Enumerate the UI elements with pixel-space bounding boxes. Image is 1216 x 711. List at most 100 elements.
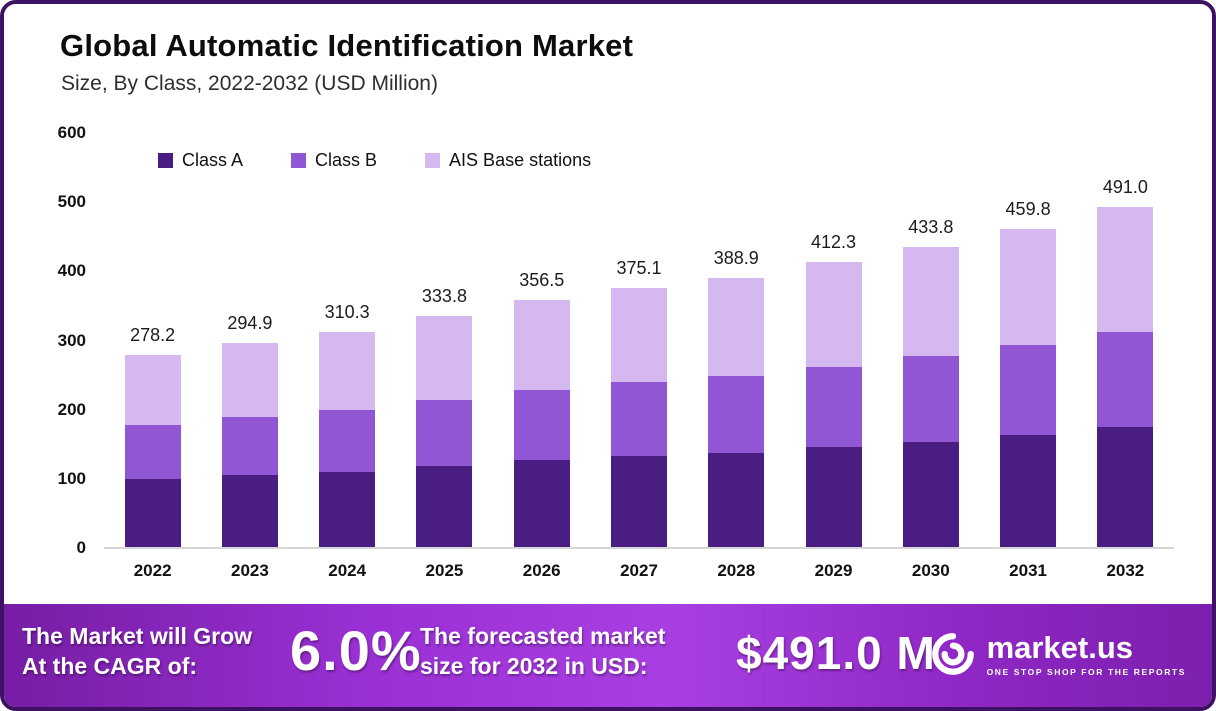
cagr-value: 6.0% [290, 619, 422, 682]
bar-stack [805, 261, 862, 547]
x-tick-label: 2022 [133, 561, 172, 580]
bar-segment-class-b [610, 382, 667, 456]
bar-total-label: 491.0 [1102, 177, 1148, 198]
legend-label: Class B [315, 150, 378, 170]
bar-segment-class-b [805, 366, 862, 447]
brand-logo: market.us ONE STOP SHOP FOR THE REPORTS [929, 630, 1186, 678]
bar-segment-class-b [416, 400, 473, 467]
bar-segment-class-a [319, 471, 376, 547]
legend-swatch [425, 153, 441, 168]
bar-segment-class-a [902, 441, 959, 547]
bar-segment-class-a [1000, 434, 1057, 547]
bar-column-2028: 388.9 [688, 134, 785, 547]
y-axis: 0 100 200 300 400 500 600 [38, 123, 86, 557]
y-tick-label: 600 [57, 123, 86, 142]
y-tick-label: 400 [57, 261, 86, 281]
cagr-label-line2: At the CAGR of: [22, 652, 198, 679]
legend-item-class-a: Class A [158, 150, 243, 171]
bar-segment-class-b [902, 356, 959, 442]
forecast-label-line1: The forecasted market [420, 623, 666, 649]
legend-swatch [291, 153, 307, 168]
bar-total-label: 412.3 [811, 231, 857, 252]
bar-total-label: 294.9 [227, 313, 273, 334]
bar-segment-ais-base-stations [1000, 229, 1057, 346]
bar-column-2027: 375.1 [590, 134, 687, 547]
bar-segment-class-b [1000, 345, 1057, 435]
bar-segment-ais-base-stations [124, 354, 181, 425]
legend-swatch [158, 153, 173, 168]
x-tick-label: 2031 [1009, 561, 1047, 580]
bar-segment-class-b [708, 376, 765, 453]
y-tick-label: 500 [57, 192, 86, 212]
bar-stack [319, 332, 376, 547]
x-tick-label: 2029 [814, 561, 853, 580]
bar-stack [124, 354, 181, 547]
bar-total-label: 388.9 [713, 248, 759, 269]
bar-column-2026: 356.5 [493, 134, 590, 547]
bar-segment-class-b [221, 416, 278, 476]
chart-card: Global Automatic Identification Market S… [4, 4, 1212, 604]
forecast-label: The forecasted market size for 2032 in U… [420, 622, 665, 682]
bar-column-2030: 433.8 [882, 134, 979, 547]
x-tick-label: 2030 [911, 561, 950, 580]
bar-segment-class-b [319, 410, 376, 472]
bar-segment-class-a [610, 455, 667, 547]
x-axis-labels: 2022 2023 2024 2025 2026 2027 2028 2029 2030 2031… [104, 561, 1174, 581]
bar-total-label: 310.3 [324, 302, 370, 323]
chart-subtitle: Size, By Class, 2022-2032 (USD Million) [61, 72, 438, 95]
bar-segment-ais-base-stations [319, 332, 376, 411]
page-title: Global Automatic Identification Market [60, 28, 634, 63]
legend-item-class-b: Class B [291, 150, 377, 171]
bar-column-2031: 459.8 [979, 134, 1076, 547]
footer-banner: The Market will Grow At the CAGR of: 6.0… [4, 604, 1212, 707]
bar-segment-class-b [124, 424, 181, 480]
forecast-value: $491.0 M [736, 627, 936, 679]
y-tick-label: 300 [57, 330, 86, 350]
cagr-label-line1: The Market will Grow [22, 623, 253, 649]
x-tick-label: 2024 [328, 561, 367, 580]
x-tick-label: 2032 [1106, 561, 1145, 580]
bar-segment-ais-base-stations [902, 246, 959, 357]
bar-column-2029: 412.3 [785, 134, 882, 547]
brand-tagline: ONE STOP SHOP FOR THE REPORTS [986, 666, 1186, 677]
bar-column-2023: 294.9 [201, 134, 298, 547]
x-tick-label: 2026 [522, 561, 561, 580]
bar-segment-class-a [513, 459, 570, 547]
legend-label: Class A [182, 150, 244, 170]
bar-total-label: 375.1 [616, 257, 662, 278]
bar-stack [416, 316, 473, 547]
bar-segment-ais-base-stations [513, 300, 570, 390]
bar-segment-class-a [1097, 427, 1154, 547]
bar-segment-class-a [416, 466, 473, 547]
bar-stack [513, 300, 570, 547]
bar-stack [708, 278, 765, 547]
bar-total-label: 278.2 [130, 324, 176, 345]
bar-segment-ais-base-stations [610, 287, 667, 383]
bar-segment-class-a [805, 446, 862, 547]
bar-total-label: 433.8 [908, 216, 954, 237]
bar-column-2024: 310.3 [299, 134, 396, 547]
brand-name: market.us [986, 629, 1134, 665]
bar-stack [221, 343, 278, 547]
cagr-label: The Market will Grow At the CAGR of: [22, 622, 252, 682]
y-tick-label: 0 [76, 538, 86, 557]
forecast-label-line2: size for 2032 in USD: [420, 652, 648, 679]
bar-column-2025: 333.8 [396, 134, 493, 547]
bar-stack [610, 287, 667, 547]
bar-stack [1000, 229, 1057, 547]
bar-segment-ais-base-stations [221, 343, 278, 417]
bar-stack [1097, 207, 1154, 547]
bar-segment-ais-base-stations [708, 278, 765, 377]
bar-stack [902, 246, 959, 547]
bar-segment-ais-base-stations [805, 261, 862, 367]
x-tick-label: 2027 [620, 561, 658, 580]
bar-segment-class-b [513, 390, 570, 460]
bar-total-label: 333.8 [421, 286, 467, 307]
bars-container: 278.2 294.9 310.3 333.8 356.5 375.1 388.9 412.3… [104, 134, 1174, 547]
legend-item-ais-base-stations: AIS Base stations [425, 150, 591, 171]
bar-segment-ais-base-stations [1097, 207, 1154, 332]
bar-total-label: 459.8 [1005, 198, 1051, 219]
y-tick-label: 100 [57, 468, 86, 488]
legend-label: AIS Base stations [449, 150, 592, 170]
